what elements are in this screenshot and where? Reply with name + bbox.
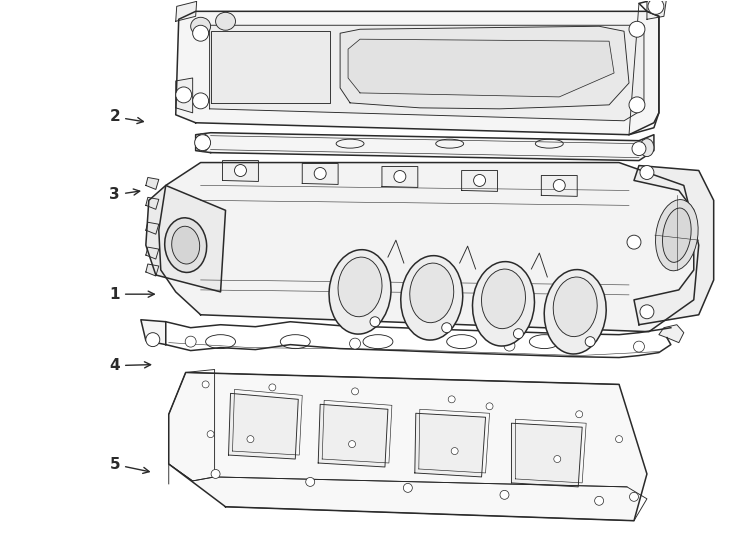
Circle shape (514, 329, 523, 339)
Circle shape (247, 436, 254, 443)
Ellipse shape (196, 134, 210, 152)
Ellipse shape (663, 208, 691, 262)
Polygon shape (159, 163, 699, 332)
Polygon shape (175, 11, 659, 134)
Text: 3: 3 (109, 187, 139, 202)
Polygon shape (382, 166, 418, 187)
Ellipse shape (338, 257, 382, 316)
Polygon shape (542, 176, 577, 197)
Polygon shape (348, 39, 614, 97)
Circle shape (627, 235, 641, 249)
Circle shape (575, 411, 583, 418)
Circle shape (473, 174, 486, 186)
Circle shape (616, 436, 622, 443)
Polygon shape (512, 423, 582, 487)
Circle shape (146, 333, 160, 347)
Ellipse shape (172, 226, 200, 264)
Ellipse shape (640, 139, 654, 157)
Ellipse shape (482, 269, 526, 329)
Circle shape (629, 97, 645, 113)
Text: 4: 4 (109, 358, 150, 373)
Polygon shape (175, 2, 197, 21)
Ellipse shape (655, 200, 698, 271)
Circle shape (500, 490, 509, 500)
Polygon shape (222, 160, 258, 181)
Polygon shape (146, 264, 159, 276)
Circle shape (632, 141, 646, 156)
Ellipse shape (401, 255, 462, 340)
Ellipse shape (410, 263, 454, 323)
Polygon shape (302, 164, 338, 185)
Circle shape (195, 134, 211, 151)
Circle shape (349, 441, 355, 448)
Ellipse shape (216, 12, 236, 30)
Circle shape (595, 496, 603, 505)
Polygon shape (141, 320, 166, 345)
Circle shape (202, 381, 209, 388)
Polygon shape (211, 31, 330, 103)
Circle shape (585, 336, 595, 347)
Ellipse shape (329, 249, 391, 334)
Circle shape (306, 477, 315, 487)
Polygon shape (318, 404, 388, 467)
Polygon shape (228, 393, 298, 459)
Polygon shape (462, 171, 498, 191)
Ellipse shape (191, 17, 211, 35)
Polygon shape (210, 25, 644, 121)
Circle shape (192, 25, 208, 41)
Circle shape (442, 323, 451, 333)
Ellipse shape (553, 277, 597, 336)
Circle shape (404, 483, 413, 492)
Polygon shape (175, 78, 192, 113)
Polygon shape (659, 325, 684, 342)
Circle shape (553, 179, 565, 191)
Circle shape (234, 165, 247, 177)
Circle shape (553, 456, 561, 462)
Circle shape (185, 336, 196, 347)
Polygon shape (169, 373, 647, 521)
Polygon shape (340, 26, 629, 109)
Circle shape (352, 388, 358, 395)
Polygon shape (146, 222, 159, 234)
Circle shape (451, 448, 458, 455)
Circle shape (192, 93, 208, 109)
Circle shape (370, 317, 380, 327)
Circle shape (211, 469, 220, 478)
Polygon shape (634, 166, 713, 325)
Circle shape (448, 396, 455, 403)
Ellipse shape (164, 218, 207, 273)
Polygon shape (196, 133, 654, 160)
Polygon shape (146, 178, 159, 190)
Polygon shape (146, 247, 159, 259)
Polygon shape (146, 198, 159, 210)
Polygon shape (146, 185, 225, 292)
Circle shape (175, 87, 192, 103)
Circle shape (269, 384, 276, 391)
Circle shape (207, 431, 214, 437)
Circle shape (640, 166, 654, 179)
Circle shape (349, 338, 360, 349)
Text: 1: 1 (109, 287, 154, 302)
Ellipse shape (544, 269, 606, 354)
Circle shape (486, 403, 493, 410)
Circle shape (630, 492, 639, 501)
Text: 5: 5 (109, 457, 149, 474)
Circle shape (633, 341, 644, 352)
Circle shape (504, 340, 515, 351)
Polygon shape (415, 413, 486, 477)
Circle shape (629, 21, 645, 37)
Text: 2: 2 (109, 110, 143, 124)
Circle shape (640, 305, 654, 319)
Circle shape (394, 171, 406, 183)
Circle shape (314, 167, 326, 179)
Ellipse shape (473, 261, 534, 346)
Polygon shape (647, 0, 667, 19)
Circle shape (648, 0, 664, 15)
